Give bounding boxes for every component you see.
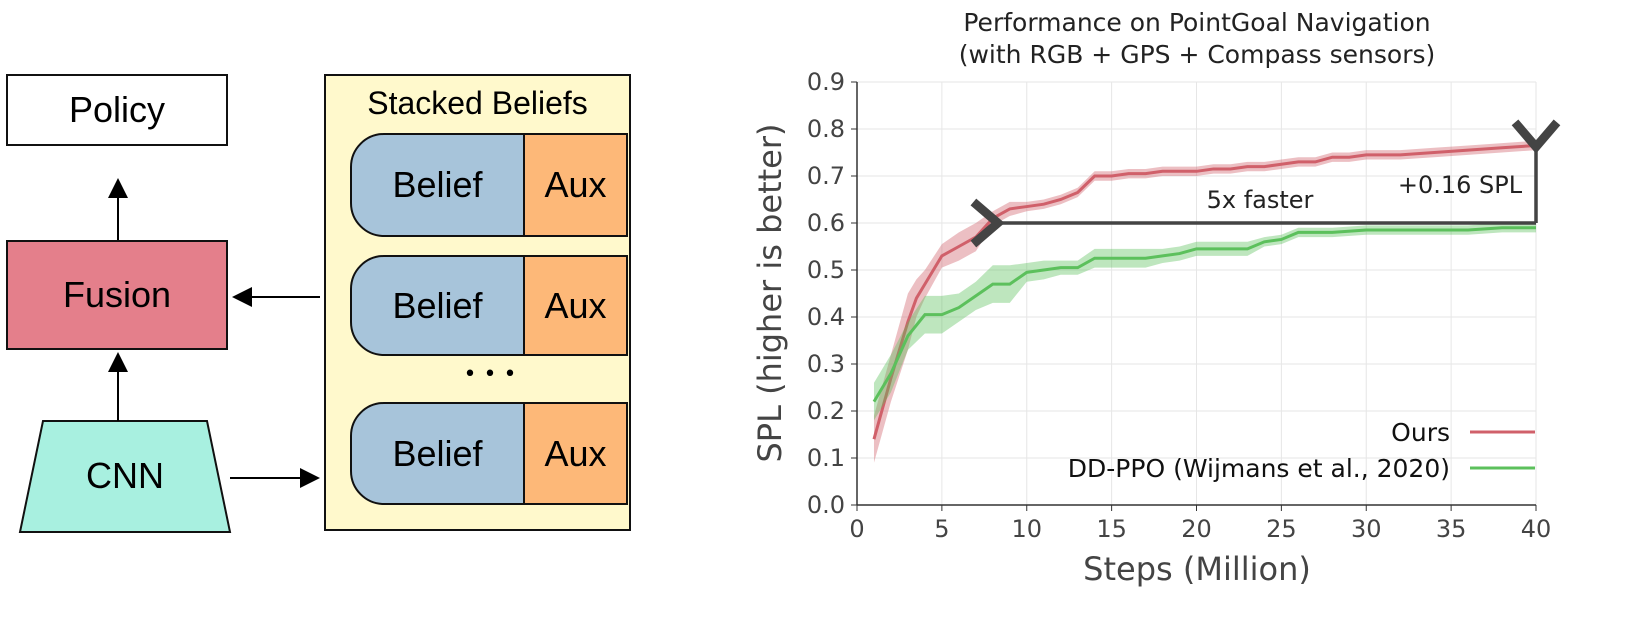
x-tick-label: 20	[1181, 515, 1212, 543]
aux-block: Aux	[523, 133, 628, 237]
legend-label: Ours	[1391, 418, 1450, 447]
x-tick-label: 30	[1351, 515, 1382, 543]
series-band	[873, 223, 1536, 421]
annotation-5x-faster: 5x faster	[1207, 186, 1314, 214]
cnn-label: CNN	[86, 455, 164, 496]
x-axis-label: Steps (Million)	[1083, 550, 1311, 588]
y-tick-label: 0.4	[807, 303, 845, 331]
y-tick-label: 0.2	[807, 397, 845, 425]
y-tick-label: 0.5	[807, 256, 845, 284]
y-axis-label: SPL (higher is better)	[751, 123, 789, 463]
y-tick-label: 0.8	[807, 115, 845, 143]
legend-label: DD-PPO (Wijmans et al., 2020)	[1068, 454, 1450, 483]
ellipsis: • • •	[463, 362, 517, 387]
aux-block: Aux	[523, 255, 628, 356]
series-line	[872, 143, 1537, 440]
y-tick-label: 0.7	[807, 162, 845, 190]
series-line	[872, 226, 1536, 403]
y-tick-label: 0.1	[807, 444, 845, 472]
belief-block: Belief	[350, 133, 525, 237]
x-tick-label: 0	[849, 515, 864, 543]
y-tick-label: 0.6	[807, 209, 845, 237]
y-tick-label: 0.0	[807, 491, 845, 519]
x-tick-label: 40	[1521, 515, 1552, 543]
cnn-trapezoid	[18, 420, 232, 533]
x-tick-label: 15	[1096, 515, 1127, 543]
stacked-beliefs-title: Stacked Beliefs	[367, 85, 588, 121]
chart-title: Performance on PointGoal Navigation	[963, 8, 1431, 37]
belief-block: Belief	[350, 402, 525, 505]
x-tick-label: 25	[1266, 515, 1297, 543]
fusion-box: Fusion	[6, 240, 228, 350]
belief-block: Belief	[350, 255, 525, 356]
y-tick-label: 0.3	[807, 350, 845, 378]
policy-box: Policy	[6, 74, 228, 146]
aux-block: Aux	[523, 402, 628, 505]
chart-subtitle: (with RGB + GPS + Compass sensors)	[958, 40, 1436, 69]
y-tick-label: 0.9	[807, 68, 845, 96]
x-tick-label: 35	[1436, 515, 1467, 543]
x-tick-label: 10	[1011, 515, 1042, 543]
annotation-spl-gain: +0.16 SPL	[1398, 171, 1523, 199]
x-tick-label: 5	[934, 515, 949, 543]
